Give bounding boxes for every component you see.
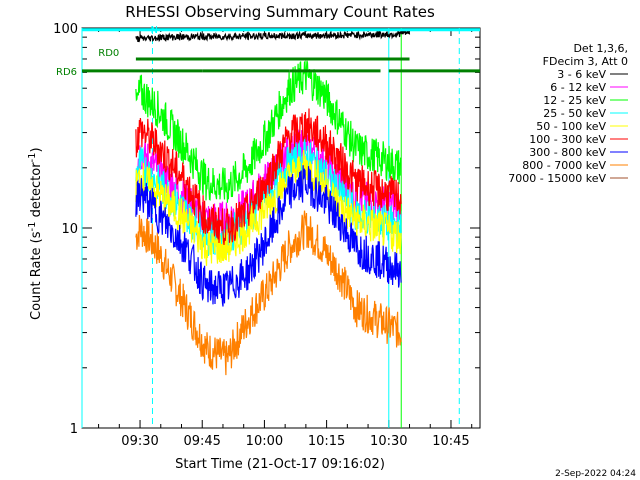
plot-area: 09:30 09:45 10:00 10:15 10:30 10:45 1 10 100 N RD0…: [53, 22, 481, 449]
flag-label-rd0: RD0: [98, 48, 119, 59]
y-axis-label-main: Count Rate (s: [29, 231, 44, 320]
legend-entry-label: 25 - 50 keV: [543, 107, 606, 120]
x-tick-label: 10:30: [370, 434, 407, 449]
legend-entry-label: 6 - 12 keV: [550, 81, 606, 94]
x-tick-label: 09:45: [183, 434, 220, 449]
y-axis-label-close: ): [29, 147, 44, 152]
footer-date: 2-Sep-2022 04:24: [555, 469, 636, 479]
series-line-7: [135, 210, 402, 376]
x-tick-label: 10:45: [432, 434, 469, 449]
series-line-6: [135, 165, 402, 307]
legend-header-2: FDecim 3, Att 0: [543, 55, 628, 68]
legend-entry-label: 12 - 25 keV: [543, 94, 606, 107]
y-axis-label-sup2: -1: [27, 152, 38, 162]
y-axis-label-tail: detector: [29, 162, 44, 222]
x-tick-label: 10:00: [246, 434, 283, 449]
flag-label-rd6: RD6: [56, 67, 77, 78]
legend-entry-label: 100 - 300 keV: [529, 133, 606, 146]
x-tick-label: 10:15: [308, 434, 345, 449]
legend-entry-label: 800 - 7000 keV: [522, 159, 606, 172]
legend-entry-label: 7000 - 15000 keV: [508, 172, 606, 185]
flag-label-n: N: [150, 25, 157, 36]
y-tick-label: 100: [53, 22, 78, 37]
y-axis-label: Count Rate (s-1 detector-1): [27, 147, 44, 320]
series-line-0: [135, 28, 411, 43]
y-tick-label: 10: [61, 222, 78, 237]
x-axis-label: Start Time (21-Oct-17 09:16:02): [175, 457, 385, 472]
series-line-5: [135, 108, 402, 245]
y-tick-label: 1: [70, 422, 78, 437]
legend-entry-label: 50 - 100 keV: [536, 120, 606, 133]
legend-entry-label: 300 - 800 keV: [529, 146, 606, 159]
series-line-2: [135, 60, 402, 203]
y-axis-label-sup: -1: [27, 221, 38, 231]
x-tick-label: 09:30: [121, 434, 158, 449]
legend-entry-label: 3 - 6 keV: [557, 68, 606, 81]
legend-header-1: Det 1,3,6,: [573, 42, 628, 55]
chart-title: RHESSI Observing Summary Count Rates: [125, 3, 435, 21]
